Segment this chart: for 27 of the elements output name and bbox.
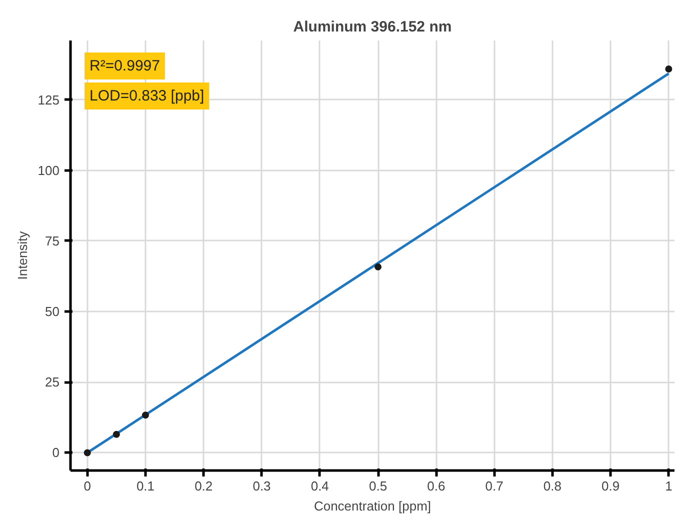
point (112, 430, 120, 438)
y-tick-label: 125 (38, 92, 60, 108)
y-tick-label: 25 (45, 374, 60, 390)
x-axis-title: Concentration [ppm] (314, 498, 432, 514)
y-tick-label: 0 (52, 445, 60, 460)
y-tick-label: 50 (45, 304, 60, 320)
annotation: LOD=0.833 [ppb] (90, 88, 204, 104)
point (374, 263, 382, 270)
x-tick-label: 0.4 (310, 478, 329, 494)
y-tick-label: 75 (45, 233, 60, 248)
point (665, 66, 672, 73)
x-tick-label: 0.7 (485, 478, 504, 494)
chart-title: Aluminum 396.152 nm (293, 18, 452, 36)
x-tick-label: 0.6 (427, 478, 446, 494)
x-tick-label: 1 (665, 478, 672, 494)
x-tick-label: 0.8 (543, 478, 562, 494)
x-tick-label: 0.9 (602, 478, 620, 494)
annotation: R²=0.9997 (90, 58, 160, 74)
point (142, 412, 149, 419)
y-axis-title: Intensity (14, 230, 30, 280)
point (84, 449, 91, 456)
x-tick-label: 0.5 (368, 478, 388, 494)
y-tick-label: 100 (38, 162, 60, 178)
x-tick-label: 0.1 (136, 478, 155, 494)
x-tick-label: 0.3 (252, 478, 271, 494)
x-tick-label: 0 (84, 478, 91, 494)
x-tick-label: 0.2 (194, 478, 213, 494)
